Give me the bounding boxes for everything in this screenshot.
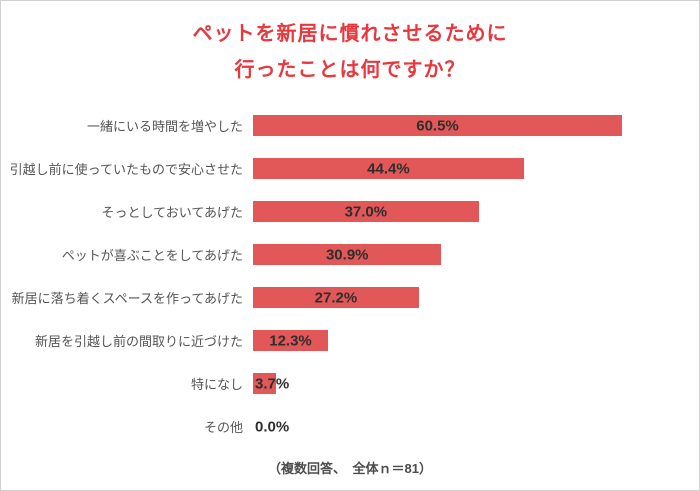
bar bbox=[253, 158, 524, 179]
value-label: 37.0% bbox=[344, 203, 388, 220]
value-label: 12.3% bbox=[269, 332, 312, 349]
chart-row: その他 0.0% bbox=[1, 405, 699, 448]
category-label: 引越し前に使っていたもので安心させた bbox=[9, 162, 243, 177]
chart-row: そっとしておいてあげた 37.0% bbox=[1, 190, 699, 233]
bar-area: 0.0% bbox=[253, 416, 699, 437]
bar-area: 27.2% bbox=[253, 287, 699, 308]
value-label: 30.9% bbox=[325, 246, 369, 263]
bar-area: 12.3% bbox=[253, 330, 699, 351]
chart-title: ペットを新居に慣れさせるために 行ったことは何ですか？ bbox=[1, 16, 699, 88]
category-label: そっとしておいてあげた bbox=[101, 205, 243, 220]
category-label: 新居に落ち着くスペースを作ってあげた bbox=[11, 291, 243, 306]
bar bbox=[253, 201, 479, 222]
bar-chart: 一緒にいる時間を増やした 60.5% 引越し前に使っていたもので安心させた 44.4%… bbox=[1, 104, 699, 448]
chart-row: 新居に落ち着くスペースを作ってあげた 27.2% bbox=[1, 276, 699, 319]
value-label: 0.0% bbox=[255, 418, 290, 435]
footer-note: （複数回答、 全体ｎ＝81） bbox=[268, 461, 432, 476]
category-label: ペットが喜ぶことをしてあげた bbox=[61, 248, 243, 263]
title-line-1: ペットを新居に慣れさせるために bbox=[192, 23, 508, 45]
value-label: 60.5% bbox=[416, 117, 459, 134]
bar bbox=[253, 244, 442, 265]
value-label: 27.2% bbox=[314, 289, 358, 306]
bar bbox=[253, 287, 419, 308]
bar-area: 44.4% bbox=[253, 158, 699, 179]
chart-row: 一緒にいる時間を増やした 60.5% bbox=[1, 104, 699, 147]
chart-row: 引越し前に使っていたもので安心させた 44.4% bbox=[1, 147, 699, 190]
value-label: 44.4% bbox=[367, 160, 410, 177]
bar bbox=[253, 330, 329, 351]
bar-area: 60.5% bbox=[253, 115, 699, 136]
bar-area: 3.7% bbox=[253, 373, 699, 394]
category-label: その他 bbox=[203, 420, 243, 435]
title-line-2: 行ったことは何ですか？ bbox=[234, 59, 466, 81]
chart-row: 特になし 3.7% bbox=[1, 362, 699, 405]
bar bbox=[253, 115, 623, 136]
category-label: 新居を引越し前の間取りに近づけた bbox=[34, 334, 243, 349]
value-label: 3.7% bbox=[255, 375, 290, 392]
chart-row: 新居を引越し前の間取りに近づけた 12.3% bbox=[1, 319, 699, 362]
chart-row: ペットが喜ぶことをしてあげた 30.9% bbox=[1, 233, 699, 276]
bar bbox=[253, 373, 276, 394]
bar-area: 30.9% bbox=[253, 244, 699, 265]
category-label: 一緒にいる時間を増やした bbox=[86, 119, 243, 134]
bar-area: 37.0% bbox=[253, 201, 699, 222]
category-label: 特になし bbox=[190, 377, 243, 392]
